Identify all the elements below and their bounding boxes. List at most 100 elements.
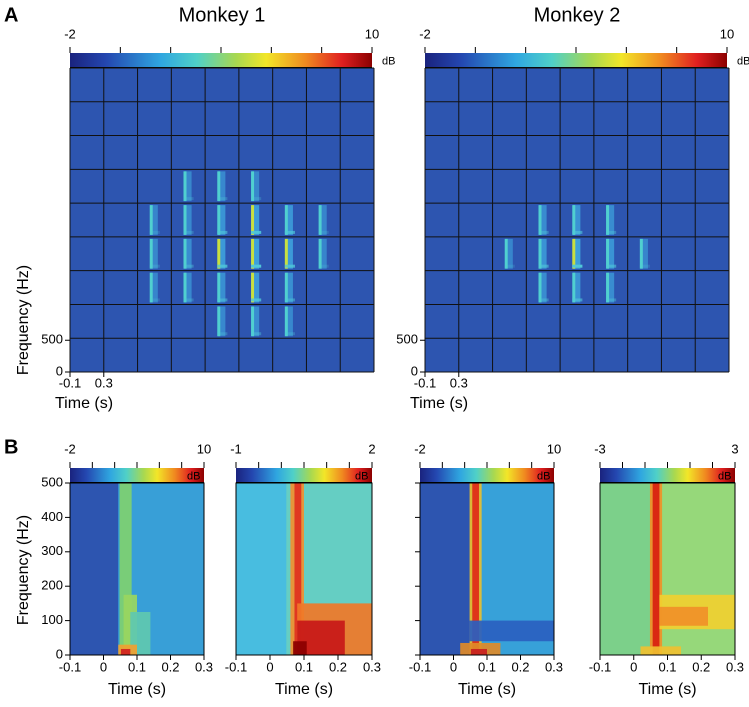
colorbar xyxy=(425,53,727,68)
activation xyxy=(183,238,187,269)
x-tick-label: 0.2 xyxy=(692,659,710,674)
activation xyxy=(284,306,288,337)
activation xyxy=(183,171,187,202)
activation xyxy=(183,298,194,302)
activation xyxy=(606,205,610,235)
activation xyxy=(539,238,547,269)
x-tick-label: 0.1 xyxy=(658,659,676,674)
activation xyxy=(150,272,158,303)
x-tick-label: 0 xyxy=(630,659,637,674)
activation xyxy=(572,264,583,268)
activation xyxy=(284,205,288,235)
activation xyxy=(606,238,615,269)
activation xyxy=(217,272,221,303)
colorbar-unit: dB xyxy=(537,470,550,482)
activation xyxy=(539,272,547,303)
colorbar-label: -2 xyxy=(419,26,431,41)
activation xyxy=(606,238,610,269)
panel-title: Monkey 2 xyxy=(534,4,621,26)
activation xyxy=(284,264,295,268)
activation xyxy=(251,332,262,336)
activation xyxy=(572,298,583,302)
colorbar-label: 10 xyxy=(720,26,734,41)
x-axis-label: Time (s) xyxy=(638,681,696,698)
y-tick-label: 0 xyxy=(411,363,418,378)
activation xyxy=(285,205,293,235)
activation xyxy=(149,272,153,303)
activation xyxy=(217,272,226,303)
activation xyxy=(639,238,643,269)
colorbar xyxy=(600,468,735,483)
activation xyxy=(251,171,255,202)
colorbar xyxy=(236,468,372,483)
colorbar xyxy=(70,53,372,68)
activation xyxy=(284,298,295,302)
colorbar-unit: dB xyxy=(355,470,368,482)
activation xyxy=(285,238,293,269)
activation xyxy=(183,230,194,234)
activation xyxy=(538,298,549,302)
colorbar-label: 10 xyxy=(547,441,561,456)
spectrogram-region xyxy=(294,483,302,655)
x-tick-label: -0.1 xyxy=(59,375,81,390)
spectrogram-region xyxy=(659,606,708,626)
activation xyxy=(217,230,228,234)
activation xyxy=(251,306,260,337)
x-tick-label: 0.1 xyxy=(478,659,496,674)
panel-label: A xyxy=(4,4,18,26)
activation xyxy=(284,332,295,336)
activation xyxy=(251,205,260,235)
y-tick-label: 300 xyxy=(41,543,63,558)
activation xyxy=(538,230,549,234)
colorbar-label: 10 xyxy=(365,26,379,41)
spectrogram-region xyxy=(652,483,660,655)
colorbar-unit: dB xyxy=(737,55,749,67)
spectrogram-region xyxy=(472,483,479,655)
colorbar xyxy=(70,468,204,483)
colorbar-unit: dB xyxy=(187,470,200,482)
x-tick-label: -0.1 xyxy=(59,659,81,674)
colorbar-label: 10 xyxy=(197,441,211,456)
activation xyxy=(319,205,327,235)
activation xyxy=(318,238,322,269)
y-tick-label: 0 xyxy=(56,646,63,661)
activation xyxy=(285,306,293,337)
activation xyxy=(217,171,226,202)
x-tick-label: 0.1 xyxy=(128,659,146,674)
x-axis-label: Time (s) xyxy=(410,395,468,412)
spectrogram-region xyxy=(640,646,681,655)
activation xyxy=(149,205,153,235)
activation xyxy=(284,230,295,234)
panel-label: B xyxy=(4,436,18,458)
activation xyxy=(150,205,158,235)
activation xyxy=(572,272,576,303)
activation xyxy=(318,264,329,268)
x-tick-label: -0.1 xyxy=(409,659,431,674)
y-axis-label: Frequency (Hz) xyxy=(15,515,32,625)
colorbar-label: -1 xyxy=(230,441,242,456)
activation xyxy=(149,298,160,302)
x-tick-label: 0 xyxy=(450,659,457,674)
activation xyxy=(251,306,255,337)
activation xyxy=(184,272,192,303)
activation xyxy=(251,238,255,269)
activation xyxy=(183,264,194,268)
x-tick-label: 0 xyxy=(266,659,273,674)
activation xyxy=(251,264,262,268)
activation xyxy=(251,171,260,202)
colorbar-unit: dB xyxy=(718,470,731,482)
colorbar-label: -2 xyxy=(64,26,76,41)
activation xyxy=(606,298,617,302)
activation xyxy=(572,205,576,235)
x-tick-label: 0.3 xyxy=(726,659,744,674)
activation xyxy=(285,272,293,303)
spectrogram-region xyxy=(470,648,487,655)
x-tick-label: 0.3 xyxy=(363,659,381,674)
activation xyxy=(572,238,576,269)
activation xyxy=(217,306,221,337)
activation xyxy=(504,238,508,269)
activation xyxy=(318,230,329,234)
activation xyxy=(184,205,192,235)
activation xyxy=(251,238,260,269)
